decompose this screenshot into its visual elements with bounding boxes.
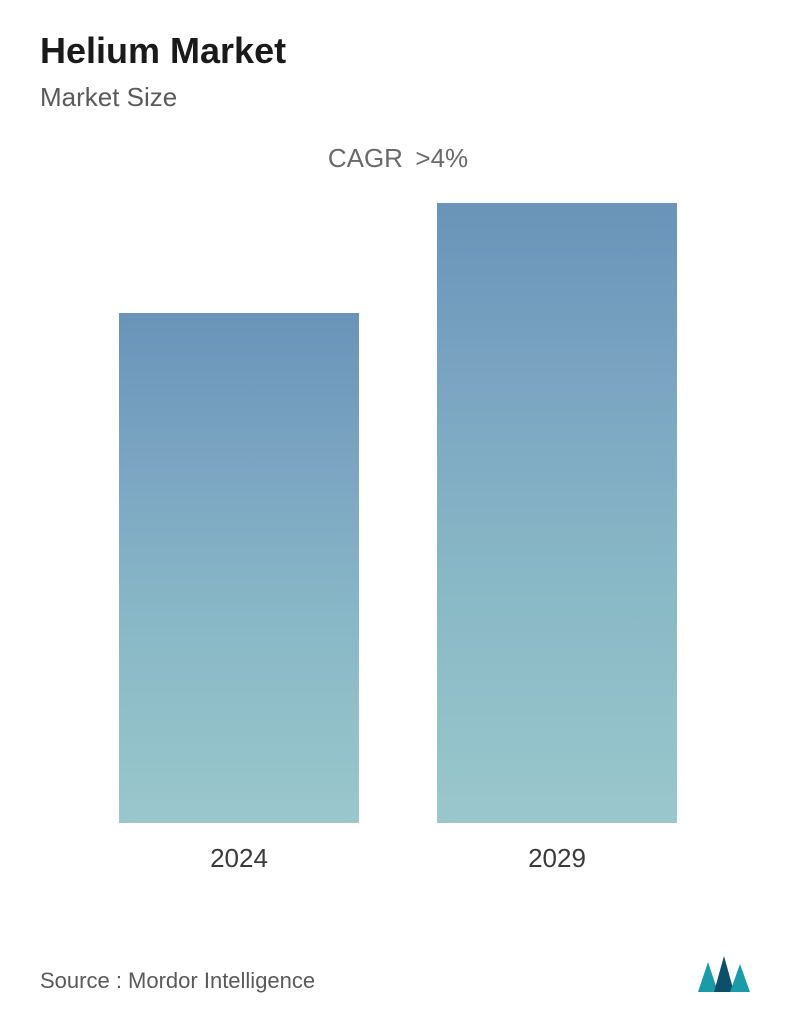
- bar-0: [119, 313, 359, 823]
- chart-title: Helium Market: [40, 30, 756, 72]
- cagr-container: CAGR >4%: [40, 143, 756, 174]
- bar-1: [437, 203, 677, 823]
- bar-group-0: 2024: [99, 313, 379, 874]
- footer: Source : Mordor Intelligence: [40, 954, 756, 994]
- source-text: Source : Mordor Intelligence: [40, 968, 315, 994]
- chart-subtitle: Market Size: [40, 82, 756, 113]
- bar-label-0: 2024: [210, 843, 268, 874]
- mordor-logo-icon: [696, 954, 756, 994]
- cagr-value: >4%: [415, 143, 468, 173]
- chart-area: 2024 2029: [40, 234, 756, 874]
- cagr-label: CAGR: [328, 143, 403, 173]
- bar-group-1: 2029: [417, 203, 697, 874]
- bar-label-1: 2029: [528, 843, 586, 874]
